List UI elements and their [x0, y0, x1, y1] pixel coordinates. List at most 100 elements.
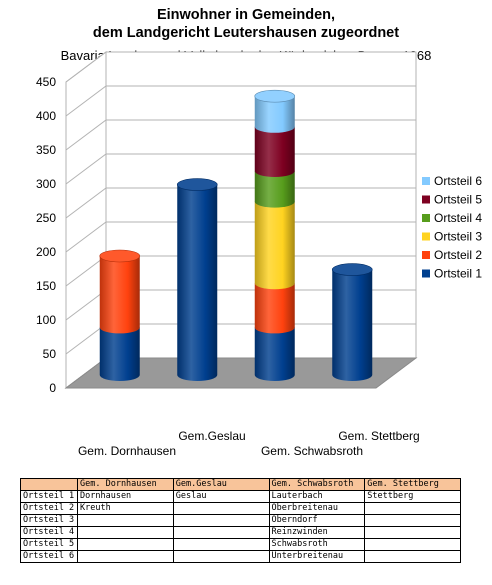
table-row: Ortsteil 3 Oberndorf: [20, 514, 461, 527]
y-axis: 0 50 100 150 200 250 300 350 400 450: [36, 75, 56, 395]
legend-label: Ortsteil 2: [434, 248, 482, 262]
stacked-3d-bar-chart: 0 50 100 150 200 250 300 350 400 450 Gem. Dornhaus…: [36, 51, 482, 458]
table-cell: Geslau: [172, 490, 270, 503]
gridline: [65, 187, 416, 219]
bar-segment-ortsteil-5: [254, 126, 295, 177]
x-category-label: Gem. Schwabsroth: [261, 444, 363, 458]
chart-title-line-2: dem Landgericht Leutershausen zugeordnet: [92, 25, 400, 41]
legend-swatch: [422, 177, 430, 185]
gridline: [65, 221, 416, 253]
table-row: Ortsteil 6 Unterbreitenau: [20, 550, 461, 563]
bar-segment-ortsteil-4: [254, 171, 295, 208]
bar-segment-ortsteil-1: [177, 184, 218, 381]
legend-item: Ortsteil 5: [422, 193, 482, 207]
table-cell: [172, 514, 270, 527]
bar-top-cap: [99, 249, 141, 263]
table-row: Ortsteil 4 Reinzwinden: [20, 526, 461, 539]
table-cell: Oberbreitenau: [268, 502, 366, 515]
table-cell: [172, 550, 270, 563]
bar-top-cap: [331, 263, 373, 276]
chart-title: Einwohner in Gemeinden, dem Landgericht …: [0, 6, 492, 42]
table-cell: [364, 538, 461, 551]
table-cell: [172, 502, 270, 515]
gridline: [65, 85, 416, 117]
gridline: [65, 153, 416, 185]
table-row: Ortsteil 2 Kreuth Oberbreitenau: [20, 502, 461, 515]
legend-label: Ortsteil 1: [434, 267, 482, 281]
legend-item: Ortsteil 3: [422, 230, 482, 244]
y-tick-label: 200: [36, 245, 56, 259]
legend-item: Ortsteil 6: [422, 174, 482, 188]
legend-item: Ortsteil 4: [422, 211, 482, 225]
table-row-label: Ortsteil 1: [20, 490, 78, 503]
y-tick-label: 300: [36, 177, 56, 191]
bar-segment-ortsteil-2: [254, 283, 295, 334]
table-row-label: Ortsteil 4: [20, 526, 78, 539]
x-category-label: Gem. Stettberg: [338, 429, 419, 443]
y-tick-label: 100: [36, 313, 56, 327]
table-row: Ortsteil 5 Schwabsroth: [20, 538, 461, 551]
legend-swatch: [422, 251, 430, 259]
chart-title-line-1: Einwohner in Gemeinden,: [156, 7, 336, 23]
bar-segment-ortsteil-1: [332, 269, 373, 381]
bar-segment-ortsteil-1: [254, 327, 295, 381]
data-table: Gem. Dornhausen Gem.Geslau Gem. Schwabsr…: [20, 478, 461, 563]
legend-swatch: [422, 195, 430, 204]
table-cell: Unterbreitenau: [268, 550, 366, 563]
bar-top-cap: [176, 178, 218, 191]
legend-label: Ortsteil 5: [434, 193, 482, 207]
x-category-label: Gem. Dornhausen: [78, 444, 176, 458]
y-tick-label: 0: [49, 381, 56, 395]
table-header-cell: Gem. Dornhausen: [77, 478, 174, 491]
bar-segment-ortsteil-6: [254, 96, 295, 133]
legend-swatch: [422, 269, 430, 278]
legend-item: Ortsteil 1: [422, 267, 482, 281]
table-corner-cell: [20, 478, 78, 491]
table-row-label: Ortsteil 3: [20, 514, 78, 527]
legend-label: Ortsteil 4: [434, 211, 482, 225]
bar-top-cap: [254, 89, 296, 103]
y-tick-label: 450: [36, 75, 56, 89]
chart-floor: [64, 357, 418, 389]
legend-item: Ortsteil 2: [422, 248, 482, 262]
legend-label: Ortsteil 6: [434, 174, 482, 188]
legend-swatch: [422, 214, 430, 222]
table-cell: [364, 514, 461, 527]
table-cell: [77, 526, 174, 539]
table-cell: Reinzwinden: [268, 526, 366, 539]
table-cell: [77, 538, 174, 551]
y-tick-label: 50: [43, 347, 57, 361]
bar-segment-ortsteil-1: [99, 327, 140, 381]
gridline: [65, 119, 416, 151]
gridline: [65, 51, 416, 83]
x-category-label: Gem.Geslau: [178, 429, 245, 443]
table-row-label: Ortsteil 5: [20, 538, 78, 551]
table-header-row: Gem. Dornhausen Gem.Geslau Gem. Schwabsr…: [20, 478, 461, 491]
y-tick-label: 400: [36, 109, 56, 123]
table-cell: Lauterbach: [268, 490, 366, 503]
table-cell: [364, 502, 461, 515]
table-row-label: Ortsteil 6: [20, 550, 78, 563]
table-cell: [172, 526, 270, 539]
legend-label: Ortsteil 3: [434, 230, 482, 244]
y-tick-label: 350: [36, 143, 56, 157]
table-cell: Schwabsroth: [268, 538, 366, 551]
table-header-cell: Gem. Stettberg: [364, 478, 461, 491]
table-cell: [172, 538, 270, 551]
table-cell: [77, 550, 174, 563]
y-tick-label: 150: [36, 279, 56, 293]
table-cell: [364, 550, 461, 563]
table-cell: Dornhausen: [77, 490, 174, 503]
table-cell: Stettberg: [364, 490, 461, 503]
table-header-cell: Gem. Schwabsroth: [268, 478, 366, 491]
legend-swatch: [422, 232, 430, 241]
table-cell: Oberndorf: [268, 514, 366, 527]
y-tick-label: 250: [36, 211, 56, 225]
table-row: Ortsteil 1 Dornhausen Geslau Lauterbach …: [20, 490, 461, 503]
table-cell: [364, 526, 461, 539]
bar-segment-ortsteil-2: [99, 256, 140, 334]
table-cell: [77, 514, 174, 527]
bar-segment-ortsteil-3: [254, 201, 295, 290]
table-row-label: Ortsteil 2: [20, 502, 78, 515]
table-cell: Kreuth: [77, 502, 174, 515]
